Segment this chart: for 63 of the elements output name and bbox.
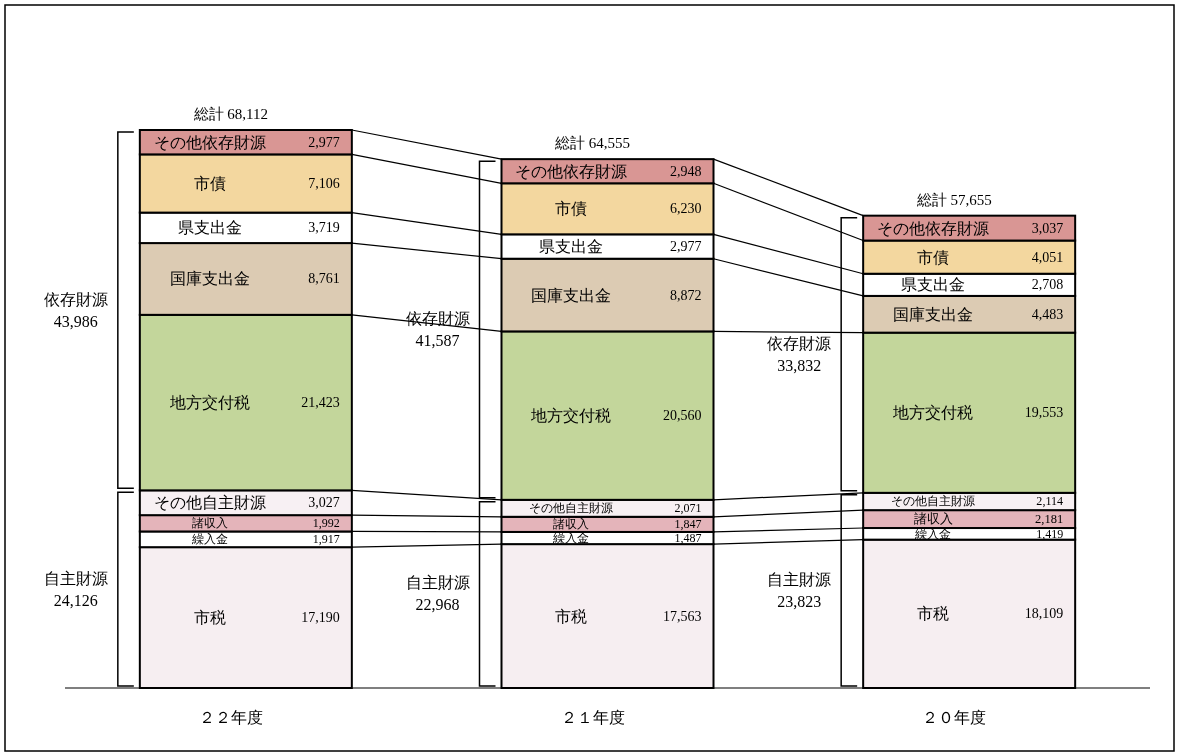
data-label: 3,027 [308, 495, 340, 511]
data-label: 4,483 [1031, 306, 1064, 322]
total-label: 総計 57,655 [915, 191, 992, 208]
text: その他依存財源 [877, 219, 990, 237]
text: その他依存財源 [153, 133, 266, 151]
series-label: 国庫支出金 [893, 305, 974, 323]
data-label: 20,560 [663, 408, 702, 424]
annotation: 自主財源 24,126 [43, 569, 108, 609]
data-label: 17,190 [301, 610, 340, 626]
data-label: 3,037 [1031, 220, 1064, 236]
series-label: 繰入金 [190, 532, 228, 547]
data-label: 2,977 [670, 239, 702, 255]
total-label: 総計 64,555 [554, 135, 630, 152]
series-label: 市税 [193, 609, 226, 627]
annotation: 自主財源 22,968 [405, 574, 470, 614]
data-label: 21,423 [301, 395, 340, 411]
data-label: 2,708 [1031, 277, 1064, 293]
x-tick-label: ２１年度 [560, 708, 625, 726]
text: 諸収入 [191, 516, 228, 531]
data-label: 8,761 [308, 271, 340, 287]
data-label: 2,181 [1035, 512, 1064, 527]
x-tick-label: ２２年度 [198, 708, 263, 726]
series-label: その他依存財源 [515, 162, 628, 180]
annotation: 自主財源 23,823 [767, 570, 832, 610]
data-label: 1,419 [1036, 526, 1064, 541]
annotation: 依存財源 33,832 [767, 334, 832, 374]
data-label: 6,230 [670, 201, 702, 217]
data-label: 8,872 [670, 287, 702, 303]
data-label: 1,917 [312, 532, 340, 547]
data-label: 2,977 [308, 134, 340, 150]
x-tick-label: ２０年度 [922, 708, 987, 726]
total-label: 総計 68,112 [192, 106, 269, 122]
series-label: 県支出金 [901, 276, 966, 294]
text: 国庫支出金 [169, 270, 250, 288]
text: 地方交付税 [531, 407, 612, 425]
annotation: 依存財源 43,986 [43, 290, 108, 330]
data-label: 1,487 [674, 531, 702, 546]
data-label: 4,051 [1031, 249, 1064, 265]
data-label: 1,847 [674, 517, 702, 532]
series-label: 市債 [917, 248, 950, 266]
data-label: 18,109 [1024, 606, 1064, 622]
data-label: 2,071 [674, 501, 702, 516]
text: その他自主財源 [153, 494, 266, 512]
data-label: 2,114 [1036, 494, 1064, 509]
text: 地方交付税 [893, 404, 974, 422]
text: 県支出金 [539, 238, 604, 256]
text: 市税 [917, 605, 950, 623]
text: 市債 [555, 200, 588, 218]
text: 市税 [555, 607, 588, 625]
text: 県支出金 [177, 219, 242, 237]
text: 市債 [193, 175, 226, 192]
text: 諸収入 [913, 512, 953, 527]
data-label: 19,553 [1024, 405, 1064, 421]
text: 国庫支出金 [531, 286, 612, 304]
text: その他自主財源 [891, 494, 976, 509]
data-label: 2,948 [670, 163, 702, 179]
series-label: 地方交付税 [168, 394, 250, 412]
data-label: 3,719 [308, 220, 340, 236]
series-label: その他自主財源 [529, 501, 614, 516]
data-label: 7,106 [308, 176, 340, 191]
data-label: 1,992 [312, 516, 340, 531]
data-label: 17,563 [663, 608, 702, 624]
series-label: 諸収入 [553, 517, 590, 532]
